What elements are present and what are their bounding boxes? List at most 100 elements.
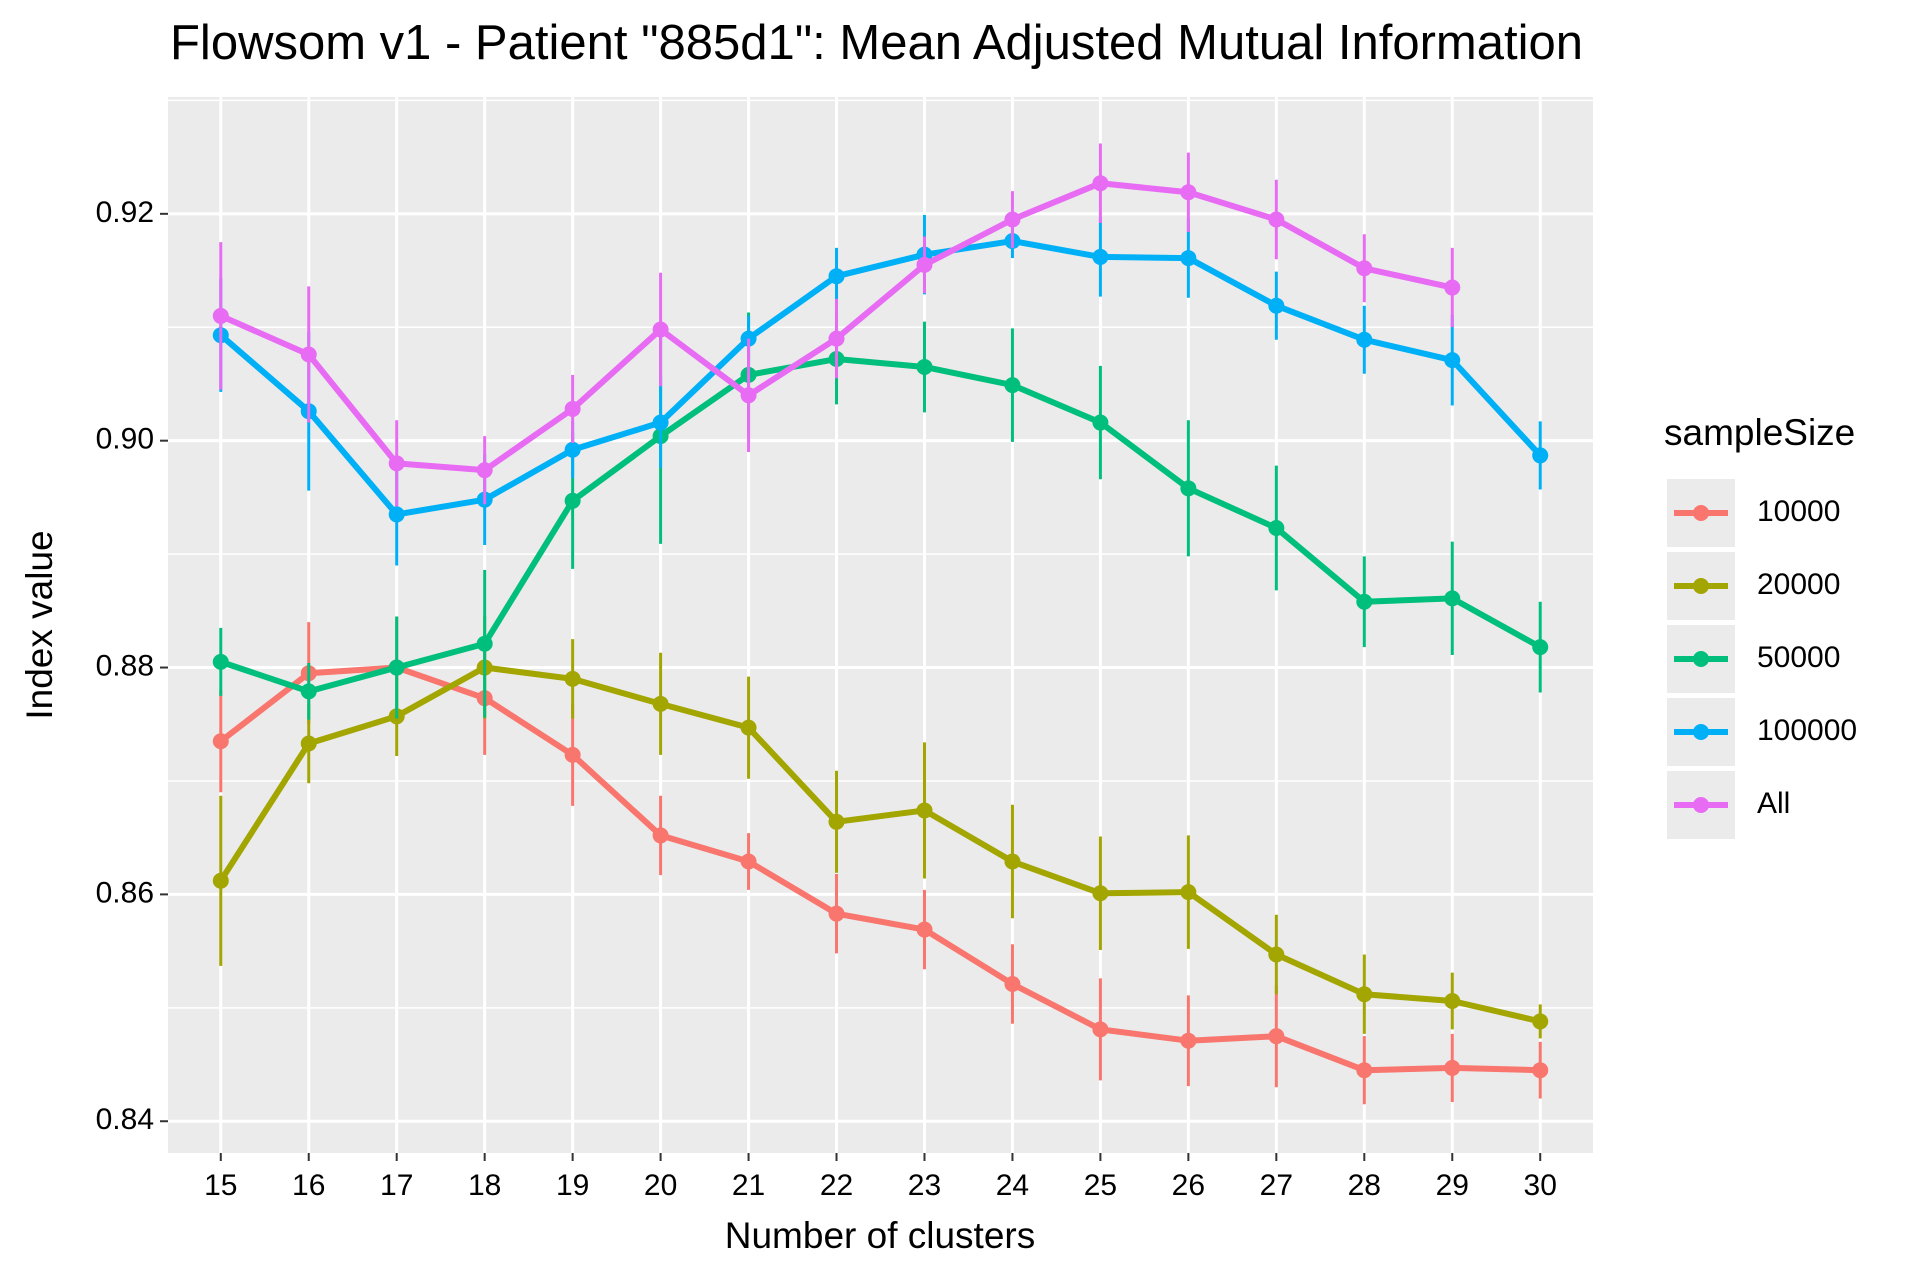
point (1268, 946, 1285, 963)
legend-title: sampleSize (1664, 412, 1855, 453)
point (1356, 1062, 1373, 1079)
point (1004, 853, 1021, 870)
x-tick-label: 20 (644, 1169, 677, 1202)
point (652, 414, 669, 431)
point (1004, 377, 1021, 394)
point (564, 670, 581, 687)
point (740, 853, 757, 870)
point (564, 441, 581, 458)
point (1444, 352, 1461, 369)
point (916, 256, 933, 273)
series-line (218, 238, 1543, 518)
point (564, 746, 581, 763)
point (916, 921, 933, 938)
point (212, 733, 229, 750)
point (1180, 1032, 1197, 1049)
point (1268, 297, 1285, 314)
x-tick-label: 15 (204, 1169, 237, 1202)
point (1092, 175, 1109, 192)
point (388, 659, 405, 676)
point (828, 330, 845, 347)
x-tick-label: 26 (1172, 1169, 1205, 1202)
point (1268, 520, 1285, 537)
point (1356, 260, 1373, 277)
point (652, 695, 669, 712)
y-tick-label: 0.92 (96, 196, 154, 229)
legend-point (1693, 797, 1709, 813)
point (388, 506, 405, 523)
point (564, 400, 581, 417)
x-tick-label: 22 (820, 1169, 853, 1202)
point (652, 827, 669, 844)
point (1532, 1013, 1549, 1030)
point (1356, 986, 1373, 1003)
x-tick-label: 30 (1524, 1169, 1557, 1202)
legend-point (1693, 651, 1709, 667)
x-tick-label: 17 (380, 1169, 413, 1202)
x-tick-label: 27 (1260, 1169, 1293, 1202)
point (476, 635, 493, 652)
point (828, 268, 845, 285)
x-tick-label: 25 (1084, 1169, 1117, 1202)
y-tick-label: 0.86 (96, 876, 154, 909)
point (1532, 639, 1549, 656)
x-tick-label: 23 (908, 1169, 941, 1202)
chart-title: Flowsom v1 - Patient "885d1": Mean Adjus… (170, 16, 1583, 70)
point (1180, 884, 1197, 901)
series-line (218, 664, 1541, 1025)
point (1444, 993, 1461, 1010)
legend-point (1693, 505, 1709, 521)
point (212, 872, 229, 889)
x-tick-label: 16 (292, 1169, 325, 1202)
legend-label: All (1757, 787, 1790, 820)
x-tick-label: 18 (468, 1169, 501, 1202)
y-tick-label: 0.90 (96, 423, 154, 456)
point (1444, 590, 1461, 607)
point (652, 321, 669, 338)
point (1444, 1059, 1461, 1076)
point (564, 492, 581, 509)
point (1092, 414, 1109, 431)
legend-label: 20000 (1757, 568, 1840, 601)
point (828, 905, 845, 922)
point (1444, 279, 1461, 296)
point (1356, 593, 1373, 610)
x-tick-label: 19 (556, 1169, 589, 1202)
point (212, 653, 229, 670)
legend-point (1693, 724, 1709, 740)
point (740, 719, 757, 736)
x-tick-label: 24 (996, 1169, 1029, 1202)
point (1356, 331, 1373, 348)
x-tick-label: 29 (1436, 1169, 1469, 1202)
x-axis-title: Number of clusters (725, 1215, 1036, 1256)
point (916, 802, 933, 819)
point (300, 346, 317, 363)
point (740, 387, 757, 404)
series-line (219, 356, 1542, 695)
point (1268, 1028, 1285, 1045)
x-tick-label: 28 (1348, 1169, 1381, 1202)
point (300, 735, 317, 752)
point (476, 462, 493, 479)
series-line (218, 664, 1541, 1074)
legend-label: 50000 (1757, 641, 1840, 674)
point (1532, 1062, 1549, 1079)
point (916, 358, 933, 375)
point (1268, 211, 1285, 228)
point (388, 455, 405, 472)
point (1092, 248, 1109, 265)
point (1180, 184, 1197, 201)
point (1532, 447, 1549, 464)
legend-label: 10000 (1757, 495, 1840, 528)
y-tick-label: 0.84 (96, 1103, 154, 1136)
point (1004, 211, 1021, 228)
point (300, 683, 317, 700)
point (1180, 250, 1197, 267)
y-axis-title: Index value (19, 530, 60, 719)
point (1004, 975, 1021, 992)
legend-point (1693, 578, 1709, 594)
y-tick-label: 0.88 (96, 649, 154, 682)
point (1092, 885, 1109, 902)
point (1180, 480, 1197, 497)
